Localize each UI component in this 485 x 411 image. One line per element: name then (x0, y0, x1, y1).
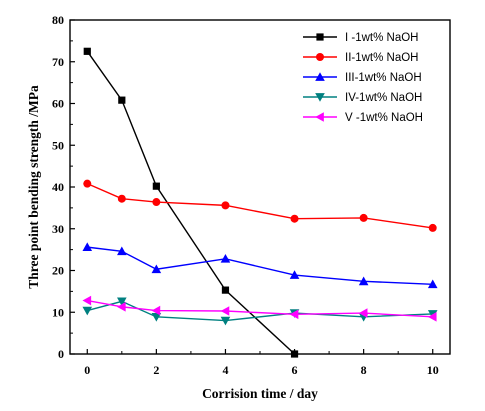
y-tick-label: 50 (52, 138, 64, 152)
data-point-triangle-up (220, 254, 231, 263)
series-5 (82, 295, 437, 322)
y-tick-label: 40 (52, 180, 64, 194)
legend-label: V -1wt% NaOH (345, 112, 423, 124)
data-point-triangle-down (220, 316, 231, 326)
legend-label: III-1wt% NaOH (345, 72, 422, 84)
y-axis-title: Three point bending strength /MPa (26, 85, 41, 289)
data-point-triangle-left (358, 308, 368, 318)
data-point-triangle-left (151, 305, 161, 316)
data-point-square (118, 96, 126, 104)
data-point-triangle-down (151, 313, 162, 322)
data-point-triangle-up (315, 72, 325, 81)
data-point-circle (152, 198, 161, 207)
y-tick-label: 10 (52, 305, 64, 319)
data-point-triangle-left (82, 295, 92, 306)
data-point-triangle-down (117, 297, 127, 307)
x-tick-label: 10 (427, 363, 439, 377)
data-point-triangle-left (117, 302, 126, 312)
data-point-circle (359, 213, 368, 222)
data-point-square (290, 350, 299, 358)
data-point-circle (117, 194, 126, 203)
x-tick-label: 2 (153, 363, 159, 377)
x-tick-label: 4 (222, 363, 228, 377)
series-line (87, 300, 433, 322)
data-point-circle (83, 179, 92, 188)
legend-item: IV-1wt% NaOH (303, 92, 422, 104)
data-point-triangle-left (315, 112, 324, 122)
y-tick-label: 70 (52, 55, 64, 69)
legend-label: I -1wt% NaOH (345, 32, 419, 44)
legend-label: II-1wt% NaOH (345, 52, 419, 64)
data-point-circle (221, 201, 230, 210)
data-point-triangle-up (427, 279, 438, 289)
data-point-triangle-left (220, 306, 230, 316)
data-point-triangle-left (289, 309, 299, 320)
data-point-circle (290, 214, 299, 223)
x-tick-label: 8 (361, 363, 367, 377)
y-axis: 0 10 20 30 40 50 60 70 80 (52, 13, 75, 361)
data-point-triangle-up (358, 276, 369, 286)
data-point-triangle-up (151, 264, 162, 274)
data-point-square (83, 47, 91, 55)
series-layer (82, 47, 438, 358)
data-point-triangle-up (117, 246, 127, 256)
y-tick-label: 60 (52, 97, 64, 111)
legend-item: V -1wt% NaOH (303, 112, 423, 124)
y-tick-label: 0 (58, 347, 64, 361)
y-tick-label: 20 (52, 264, 64, 278)
legend-label: IV-1wt% NaOH (345, 92, 422, 104)
data-point-square (316, 33, 324, 41)
data-point-square (221, 286, 230, 294)
data-point-triangle-up (289, 270, 300, 279)
series-line (87, 299, 433, 318)
data-point-circle (428, 223, 437, 232)
x-axis-title: Corrision time / day (202, 386, 318, 401)
data-point-triangle-left (427, 312, 437, 322)
legend-item: II-1wt% NaOH (303, 52, 419, 64)
series-3 (82, 242, 438, 289)
x-tick-label: 6 (292, 363, 298, 377)
series-line (86, 183, 433, 229)
legend-item: I -1wt% NaOH (303, 32, 419, 44)
legend-item: III-1wt% NaOH (303, 72, 422, 84)
data-point-triangle-down (315, 93, 325, 102)
x-tick-label: 0 (84, 363, 90, 377)
data-point-square (152, 182, 160, 190)
y-tick-label: 80 (52, 13, 64, 27)
series-2 (83, 179, 437, 232)
legend: I -1wt% NaOH II-1wt% NaOH III-1wt% NaOH IV-… (303, 32, 423, 124)
data-point-triangle-down (82, 306, 93, 316)
x-axis: 0 2 4 6 8 10 (84, 349, 439, 377)
y-tick-label: 30 (52, 222, 64, 236)
data-point-triangle-up (82, 242, 93, 251)
data-point-circle (316, 53, 324, 61)
series-line (87, 246, 433, 285)
